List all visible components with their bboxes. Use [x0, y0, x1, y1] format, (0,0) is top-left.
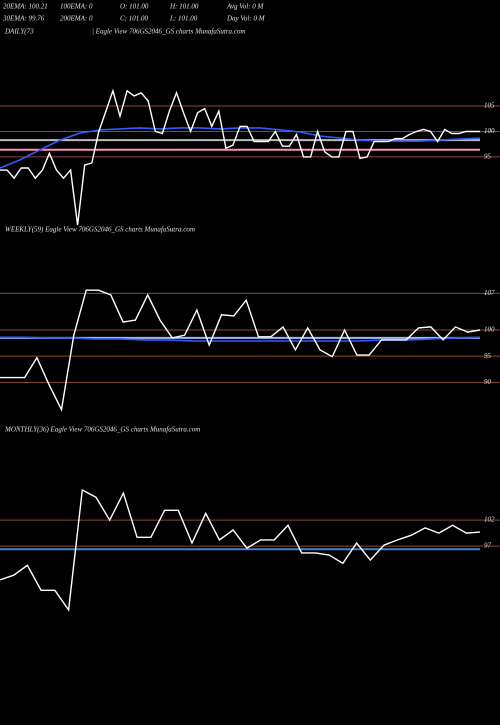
- price-line: [0, 488, 481, 612]
- y-tick-label: 97: [484, 542, 492, 550]
- panel-title: MONTHLY(36) Eagle View 706GS2046_GS char…: [4, 426, 200, 434]
- y-tick-label: 95: [484, 352, 492, 360]
- y-tick-label: 107: [484, 289, 495, 297]
- header-stat: C: 101.00: [120, 15, 149, 23]
- panel-title: DAILY(73: [4, 28, 34, 36]
- header-stat: Avg Vol: 0 M: [226, 3, 265, 11]
- price-line: [0, 289, 481, 412]
- price-line: [0, 88, 480, 226]
- panel-title: WEEKLY(59) Eagle View 706GS2046_GS chart…: [5, 226, 195, 234]
- y-tick-label: 102: [484, 516, 495, 524]
- y-tick-label: 100: [484, 326, 495, 334]
- panel-subtitle: | Eagle View 706GS2046_GS charts MunafaS…: [92, 28, 245, 36]
- header-stat: Day Vol: 0 M: [226, 15, 266, 23]
- header-stat: 20EMA: 100.21: [3, 3, 48, 11]
- y-tick-label: 100: [484, 127, 495, 135]
- y-tick-label: 90: [484, 378, 492, 386]
- header-stat: H: 101.00: [169, 3, 199, 11]
- header-stat: 200EMA: 0: [60, 15, 93, 23]
- y-tick-label: 105: [484, 102, 495, 110]
- y-tick-label: 95: [484, 152, 492, 160]
- header-stat: 100EMA: 0: [60, 3, 93, 11]
- header-stat: O: 101.00: [120, 3, 149, 11]
- header-stat: 30EMA: 99.76: [2, 15, 45, 23]
- header-stat: L: 101.00: [169, 15, 198, 23]
